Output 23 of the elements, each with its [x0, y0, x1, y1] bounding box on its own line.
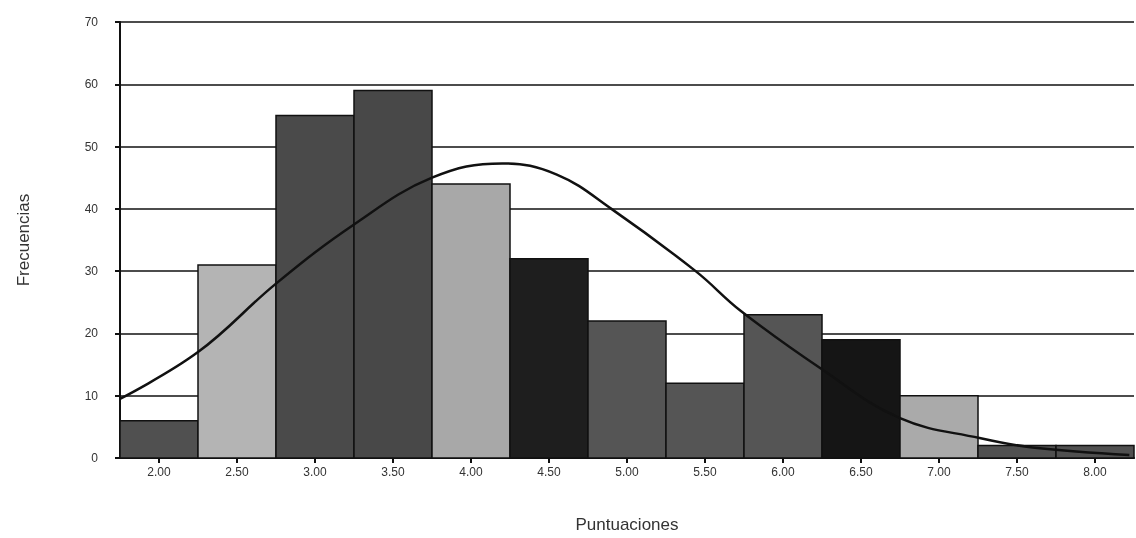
- x-tick-label: 4.50: [537, 465, 561, 479]
- x-tick-label: 7.00: [927, 465, 951, 479]
- x-tick-label: 2.00: [147, 465, 171, 479]
- x-tick-label: 3.00: [303, 465, 327, 479]
- x-tick-label: 2.50: [225, 465, 249, 479]
- x-tick-label: 8.00: [1083, 465, 1107, 479]
- y-tick-label: 40: [84, 201, 99, 216]
- x-tick-label: 6.50: [849, 465, 873, 479]
- x-tick-label: 5.00: [615, 465, 639, 479]
- x-tick-label: 3.50: [381, 465, 405, 479]
- x-tick-label: 7.50: [1005, 465, 1029, 479]
- x-tick-label: 6.00: [771, 465, 795, 479]
- x-axis-title: Puntuaciones: [575, 515, 679, 534]
- x-tick-label: 5.50: [693, 465, 717, 479]
- y-tick-label: 0: [91, 451, 99, 465]
- y-tick-label: 30: [84, 264, 99, 279]
- y-tick-label: 70: [84, 15, 99, 29]
- y-tick-label: 20: [84, 326, 99, 341]
- x-tick-label: 4.00: [459, 465, 483, 479]
- y-tick-label: 60: [84, 77, 99, 92]
- y-axis-title: Frecuencias: [14, 193, 33, 287]
- y-tick-label: 50: [84, 139, 99, 154]
- y-tick-label: 10: [84, 388, 99, 403]
